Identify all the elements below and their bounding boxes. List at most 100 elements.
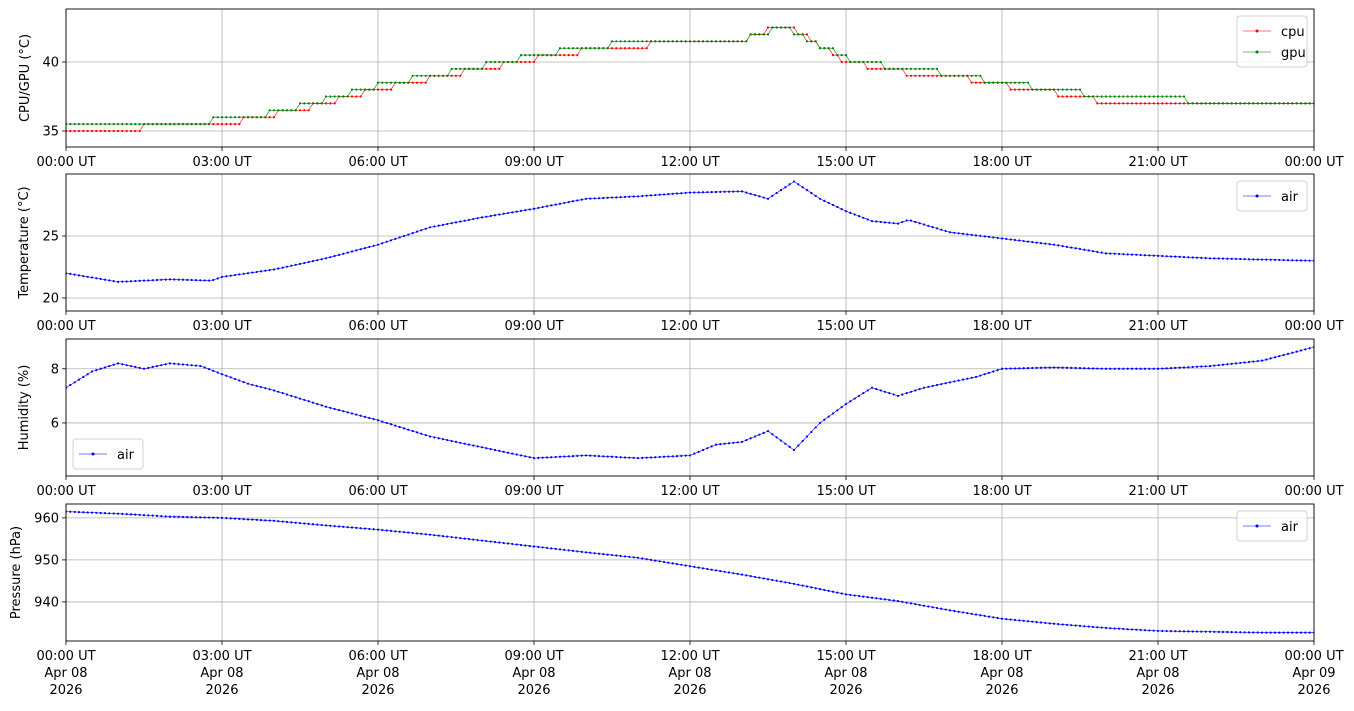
data-point — [251, 383, 254, 386]
data-point — [415, 74, 419, 77]
data-point — [883, 221, 887, 224]
data-point — [879, 220, 882, 224]
data-point — [311, 401, 315, 404]
x-tick-label: 18:00 UT — [972, 319, 1031, 334]
data-point — [771, 26, 774, 29]
data-point — [1135, 628, 1138, 631]
data-point — [524, 455, 527, 458]
data-point — [121, 363, 124, 366]
data-point — [831, 590, 835, 593]
data-point — [450, 67, 453, 70]
data-point — [515, 60, 518, 64]
data-point — [515, 543, 518, 546]
data-point — [242, 517, 245, 521]
x-tick-label: 00:00 UT — [36, 484, 95, 499]
data-point — [1304, 102, 1307, 105]
data-point — [537, 456, 540, 460]
data-point — [545, 456, 549, 459]
data-point — [1174, 255, 1177, 258]
data-point — [160, 515, 163, 518]
data-point — [567, 455, 570, 458]
data-point — [1100, 95, 1103, 98]
data-point — [207, 279, 211, 282]
data-point — [281, 392, 284, 395]
y-tick-label: 6 — [51, 416, 59, 431]
data-point — [853, 213, 856, 216]
data-point — [1182, 630, 1186, 633]
data-point — [506, 542, 510, 545]
data-point — [1252, 631, 1255, 634]
data-point — [389, 81, 393, 84]
data-point — [277, 390, 280, 393]
data-point — [979, 234, 982, 237]
data-point — [1221, 257, 1225, 260]
data-point — [619, 456, 622, 459]
data-point — [142, 122, 146, 126]
data-point — [1260, 631, 1264, 634]
data-point — [992, 616, 995, 619]
data-point — [1265, 258, 1268, 261]
data-point — [1074, 95, 1077, 98]
data-point — [307, 522, 310, 525]
data-point — [467, 537, 471, 541]
data-point — [1156, 95, 1160, 98]
data-point — [428, 226, 432, 229]
data-point — [82, 375, 85, 379]
data-point — [1100, 367, 1103, 370]
data-point — [836, 591, 839, 594]
data-point — [121, 512, 124, 516]
data-point — [402, 427, 406, 430]
data-point — [359, 248, 362, 251]
data-point — [576, 47, 579, 50]
data-point — [1031, 366, 1034, 370]
data-point — [454, 536, 458, 539]
data-point — [1135, 253, 1138, 256]
data-point — [892, 67, 895, 70]
data-point — [1135, 367, 1138, 370]
data-point — [363, 527, 367, 530]
data-point — [1247, 631, 1251, 634]
data-point — [199, 516, 202, 519]
data-point — [632, 40, 635, 43]
data-point — [190, 516, 193, 519]
data-point — [823, 418, 826, 421]
data-point — [883, 390, 887, 393]
data-point — [1005, 618, 1008, 621]
data-point — [86, 275, 89, 278]
data-point — [155, 122, 159, 126]
data-point — [506, 451, 510, 454]
data-point — [389, 88, 393, 91]
data-point — [779, 26, 783, 29]
data-point — [1213, 257, 1216, 260]
data-point — [784, 581, 787, 584]
data-point — [433, 225, 436, 228]
data-point — [1096, 250, 1099, 254]
data-point — [476, 445, 479, 448]
data-point — [602, 553, 605, 556]
data-point — [95, 369, 98, 372]
data-point — [935, 67, 939, 70]
data-point — [238, 122, 241, 126]
data-point — [437, 224, 440, 227]
data-point — [567, 549, 570, 552]
data-point — [424, 74, 427, 77]
data-point — [831, 53, 835, 57]
data-point — [909, 390, 913, 393]
data-point — [1122, 95, 1125, 98]
data-point — [1113, 102, 1116, 105]
data-point — [1122, 367, 1125, 370]
data-point — [1247, 258, 1251, 261]
data-point — [73, 122, 76, 126]
data-point — [1005, 81, 1008, 84]
data-point — [532, 457, 536, 460]
data-point — [446, 222, 449, 226]
data-point — [558, 47, 562, 50]
data-point — [407, 81, 410, 84]
data-point — [788, 581, 791, 585]
data-point — [922, 67, 926, 70]
data-point — [355, 526, 358, 529]
data-point — [615, 455, 618, 459]
data-point — [134, 513, 137, 516]
data-point — [437, 437, 440, 440]
data-point — [1078, 624, 1082, 627]
